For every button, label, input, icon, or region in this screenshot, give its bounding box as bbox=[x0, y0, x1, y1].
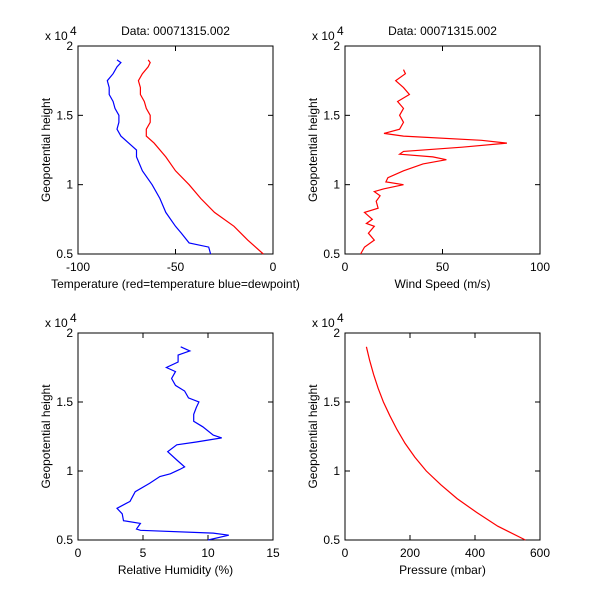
y-tick-label: 2 bbox=[333, 39, 340, 53]
subplot-2: 0 50 100 0.5 1 1.5 2x 10 4 Data: 00071315.002 Win… bbox=[306, 24, 550, 291]
axes-box bbox=[77, 45, 274, 255]
y-tick-label: 1 bbox=[66, 178, 73, 192]
x-tick-label: -100 bbox=[66, 260, 90, 274]
y-tick-label: 1 bbox=[333, 464, 340, 478]
y-tick-label: 0.5 bbox=[323, 533, 340, 547]
x-tick-label: 5 bbox=[140, 546, 147, 560]
x-tick-label: 600 bbox=[530, 546, 550, 560]
x-tick-label: 200 bbox=[400, 546, 420, 560]
y-axis-label: Geopotential height bbox=[306, 97, 320, 202]
y-multiplier: x 10 bbox=[312, 29, 335, 43]
x-axis-label: Wind Speed (m/s) bbox=[394, 277, 490, 291]
axes-box bbox=[344, 332, 541, 541]
y-tick-label: 1.5 bbox=[323, 108, 340, 122]
y-axis-label: Geopotential height bbox=[39, 384, 53, 489]
series-line-temperature bbox=[137, 59, 264, 255]
y-axis-label: Geopotential height bbox=[306, 384, 320, 489]
y-tick-label: 0.5 bbox=[56, 247, 73, 261]
x-tick-label: 400 bbox=[465, 546, 485, 560]
y-tick-label: 0.5 bbox=[56, 533, 73, 547]
x-tick-label: 0 bbox=[270, 260, 277, 274]
y-exponent: 4 bbox=[70, 24, 77, 38]
y-tick-label: 1 bbox=[66, 464, 73, 478]
x-tick-label: 10 bbox=[201, 546, 215, 560]
y-exponent: 4 bbox=[337, 311, 344, 325]
y-tick-label: 1.5 bbox=[56, 108, 73, 122]
y-multiplier: x 10 bbox=[312, 316, 335, 330]
x-tick-label: 0 bbox=[342, 260, 349, 274]
x-tick-label: 0 bbox=[75, 546, 82, 560]
x-tick-label: 15 bbox=[266, 546, 280, 560]
y-tick-label: 2 bbox=[333, 326, 340, 340]
x-tick-label: -50 bbox=[167, 260, 185, 274]
subplot-title: Data: 00071315.002 bbox=[121, 24, 230, 38]
subplot-4: 0 200 400 600 0.5 1 1.5 2x 10 4 Pressure (mbar) Ge… bbox=[306, 311, 550, 577]
subplot-3: 0 5 10 15 0.5 1 1.5 2x 10 4 Relative Humidity (%)… bbox=[39, 311, 280, 577]
y-tick-label: 2 bbox=[66, 326, 73, 340]
y-axis-label: Geopotential height bbox=[39, 97, 53, 202]
series-line-pressure bbox=[365, 346, 526, 541]
y-tick-label: 0.5 bbox=[323, 247, 340, 261]
x-tick-label: 0 bbox=[342, 546, 349, 560]
axes-box bbox=[77, 332, 274, 541]
y-exponent: 4 bbox=[337, 24, 344, 38]
x-axis-label: Temperature (red=temperature blue=dewpoi… bbox=[51, 277, 300, 291]
y-tick-label: 1 bbox=[333, 178, 340, 192]
y-multiplier: x 10 bbox=[45, 29, 68, 43]
x-tick-label: 50 bbox=[436, 260, 450, 274]
x-axis-label: Pressure (mbar) bbox=[399, 563, 486, 577]
y-tick-label: 1.5 bbox=[323, 395, 340, 409]
y-tick-label: 2 bbox=[66, 39, 73, 53]
series-line-dewpoint bbox=[106, 59, 212, 255]
y-multiplier: x 10 bbox=[45, 316, 68, 330]
x-tick-label: 100 bbox=[530, 260, 550, 274]
y-exponent: 4 bbox=[70, 311, 77, 325]
series-line-wind-speed bbox=[360, 69, 507, 255]
x-axis-label: Relative Humidity (%) bbox=[118, 563, 233, 577]
y-tick-label: 1.5 bbox=[56, 395, 73, 409]
subplot-title: Data: 00071315.002 bbox=[388, 24, 497, 38]
subplot-1: -100 -50 0 0.5 1 1.5 2x 10 4 Data: 00071315.002 T… bbox=[39, 24, 300, 291]
axes-box bbox=[344, 45, 541, 255]
series-line-relative-humidity bbox=[116, 346, 229, 541]
